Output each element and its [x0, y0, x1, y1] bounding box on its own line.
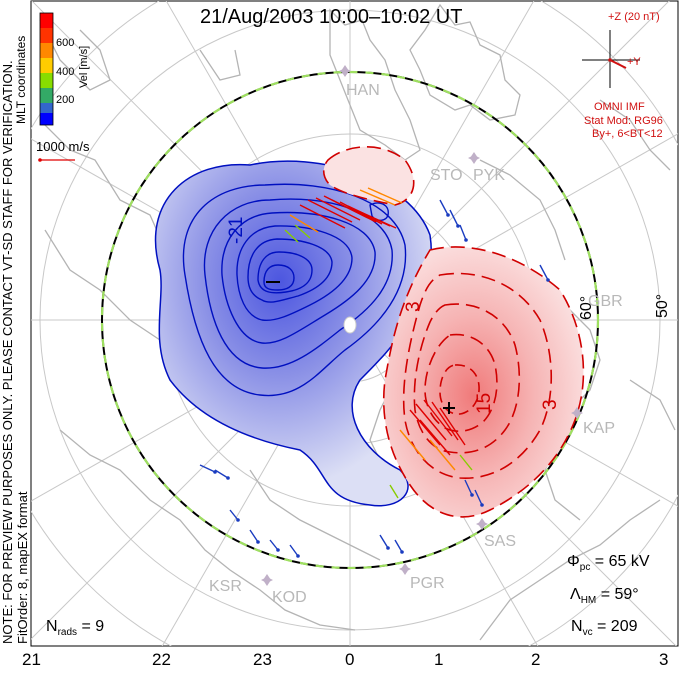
map-title: 21/Aug/2003 10:00–10:02 UT [200, 6, 463, 28]
radar-label-sas: SAS [484, 533, 517, 550]
radar-label-han: HAN [346, 82, 380, 99]
radar-label-kod: KOD [272, 589, 307, 606]
phi-pc-symbol: Φ [567, 553, 580, 570]
colorbar-tick-600: 600 [56, 37, 75, 49]
n-vc-sub: vc [582, 627, 593, 639]
velocity-colorbar [39, 12, 54, 126]
preview-note: NOTE: FOR PREVIEW PURPOSES ONLY. PLEASE … [0, 60, 15, 644]
radar-label-ksr: KSR [209, 578, 242, 595]
latitude-label-60: 60° [578, 295, 595, 320]
colorbar-tick-400: 400 [56, 66, 75, 78]
contour-label-15: 15 [474, 392, 495, 414]
radar-label-kap: KAP [583, 420, 616, 437]
radar-label-gbr: GBR [588, 293, 623, 310]
n-rads-sub: rads [57, 627, 78, 639]
contour-label-3a: 3 [403, 301, 424, 312]
mlt-label-21: 21 [22, 650, 41, 669]
vector-count: Nvc = 209 [571, 618, 638, 638]
pole-marker [343, 316, 357, 334]
contour-label-3b: 3 [540, 399, 561, 410]
cross-polar-potential: Φpc = 65 kV [567, 553, 649, 573]
imf-by-label: +Y [627, 56, 641, 68]
mlt-label-2: 2 [531, 650, 541, 669]
vector-scale-label: 1000 m/s [36, 139, 90, 154]
velocity-vectors [199, 187, 550, 558]
radar-markers [261, 65, 583, 586]
stat-model-label: Stat Mod: RG96 [584, 115, 663, 127]
colorbar-label: Vel [m/s] [78, 45, 90, 88]
radar-label-sto: STO [430, 167, 463, 184]
mlt-label-0: 0 [345, 650, 355, 669]
n-vc-symbol: N [571, 618, 583, 635]
radar-label-pyk: PYK [473, 167, 506, 184]
n-rads-symbol: N [46, 618, 58, 635]
lambda-hm-sub: HM [580, 595, 597, 607]
imf-clock [582, 30, 640, 88]
colorbar-tick-200: 200 [56, 94, 75, 106]
negative-potential-cell [154, 160, 433, 507]
mlt-label-22: 22 [152, 650, 171, 669]
n-vc-value: = 209 [597, 618, 638, 635]
radar-label-pgr: PGR [410, 575, 445, 592]
phi-pc-value: = 65 kV [594, 553, 650, 570]
fit-order-label: FitOrder: 8, mapEX format [15, 491, 30, 644]
lambda-hm-symbol: Λ [570, 586, 581, 603]
latitude-label-50: 50° [654, 293, 671, 318]
mlt-label-3: 3 [659, 650, 669, 669]
radar-count: Nrads = 9 [46, 618, 104, 638]
mlt-label-1: 1 [434, 650, 444, 669]
n-rads-value: = 9 [81, 618, 105, 635]
vector-scale-dot [38, 158, 42, 162]
positive-potential-cell [322, 146, 585, 518]
contour-label-neg21: -21 [226, 216, 247, 244]
imf-bz-label: +Z (20 nT) [608, 11, 660, 23]
hm-boundary-latitude: ΛHM = 59° [570, 586, 639, 606]
hm-boundary-dash [100, 70, 600, 570]
mlt-label-23: 23 [253, 650, 272, 669]
imf-source: OMNI IMF [594, 101, 645, 113]
imf-condition: By+, 6<BT<12 [592, 128, 663, 140]
coord-system-label: MLT coordinates [14, 35, 28, 124]
phi-pc-sub: pc [579, 562, 591, 574]
lambda-hm-value: = 59° [600, 586, 639, 603]
